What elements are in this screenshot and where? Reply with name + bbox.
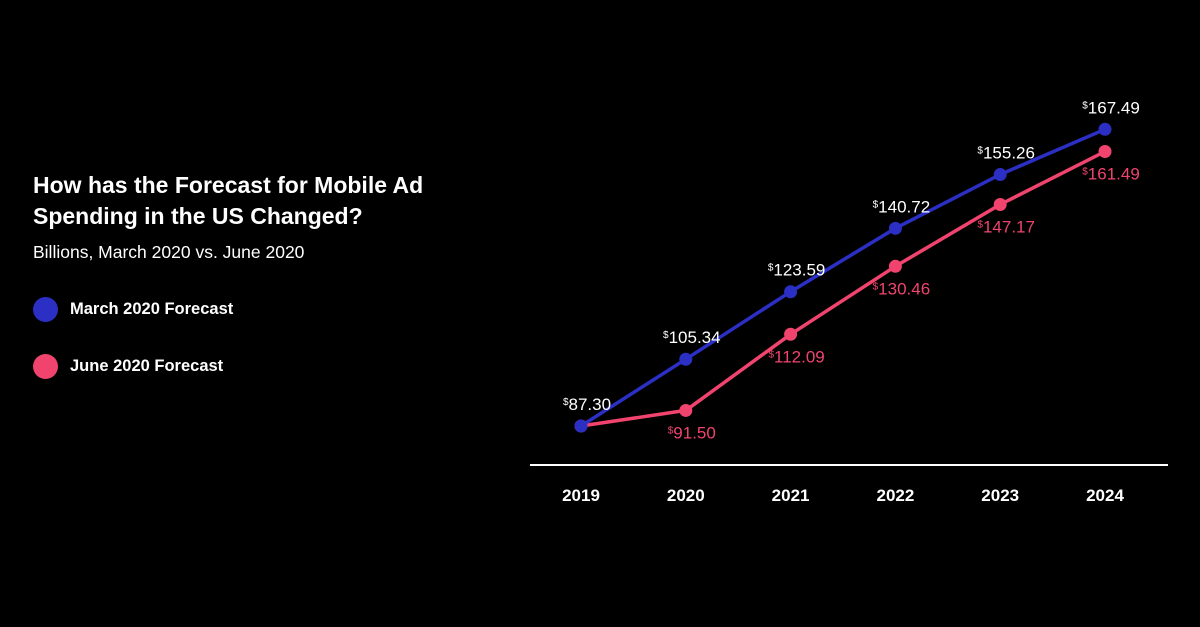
- x-tick-label-2020: 2020: [667, 486, 705, 505]
- legend: March 2020 Forecast June 2020 Forecast: [33, 295, 233, 409]
- value-label-0-1: $105.34: [663, 328, 721, 347]
- x-tick-label-2021: 2021: [772, 486, 810, 505]
- value-label-0-2: $123.59: [768, 261, 826, 280]
- data-point-0-2: [784, 285, 798, 299]
- x-tick-label-2019: 2019: [562, 486, 600, 505]
- data-point-0-4: [993, 168, 1007, 182]
- value-label-1-3: $130.46: [873, 279, 931, 298]
- value-label-0-5: $167.49: [1082, 98, 1140, 117]
- data-point-0-3: [888, 221, 902, 235]
- legend-dot-june-icon: [33, 353, 58, 379]
- chart-title: How has the Forecast for Mobile Ad Spend…: [33, 172, 424, 229]
- data-point-0-1: [679, 352, 693, 366]
- value-label-1-2: $112.09: [768, 347, 824, 366]
- data-point-1-5: [1098, 144, 1112, 158]
- x-tick-label-2024: 2024: [1086, 486, 1124, 505]
- chart-subtitle: Billions, March 2020 vs. June 2020: [33, 242, 305, 262]
- legend-label-march: March 2020 Forecast: [70, 299, 234, 318]
- data-point-1-1: [679, 403, 693, 417]
- x-tick-label-2022: 2022: [876, 486, 914, 505]
- data-point-0-5: [1098, 122, 1112, 136]
- series-line-1: [580, 149, 1106, 428]
- value-label-1-1: $91.50: [668, 423, 716, 442]
- series-line-0: [580, 127, 1106, 428]
- data-point-1-4: [993, 197, 1007, 211]
- legend-dot-march-icon: [33, 296, 58, 322]
- legend-item-march: March 2020 Forecast: [33, 295, 233, 323]
- value-label-0-4: $155.26: [977, 144, 1035, 163]
- data-point-0-0: [574, 419, 588, 433]
- value-label-1-4: $147.17: [977, 217, 1035, 236]
- legend-item-june: June 2020 Forecast: [33, 352, 233, 380]
- x-tick-label-2023: 2023: [981, 486, 1019, 505]
- value-label-1-5: $161.49: [1082, 164, 1140, 183]
- value-label-0-3: $140.72: [873, 197, 931, 216]
- value-label-0-0: $87.30: [563, 395, 611, 414]
- legend-label-june: June 2020 Forecast: [70, 356, 224, 375]
- data-point-1-3: [888, 259, 902, 273]
- data-point-1-2: [784, 327, 798, 341]
